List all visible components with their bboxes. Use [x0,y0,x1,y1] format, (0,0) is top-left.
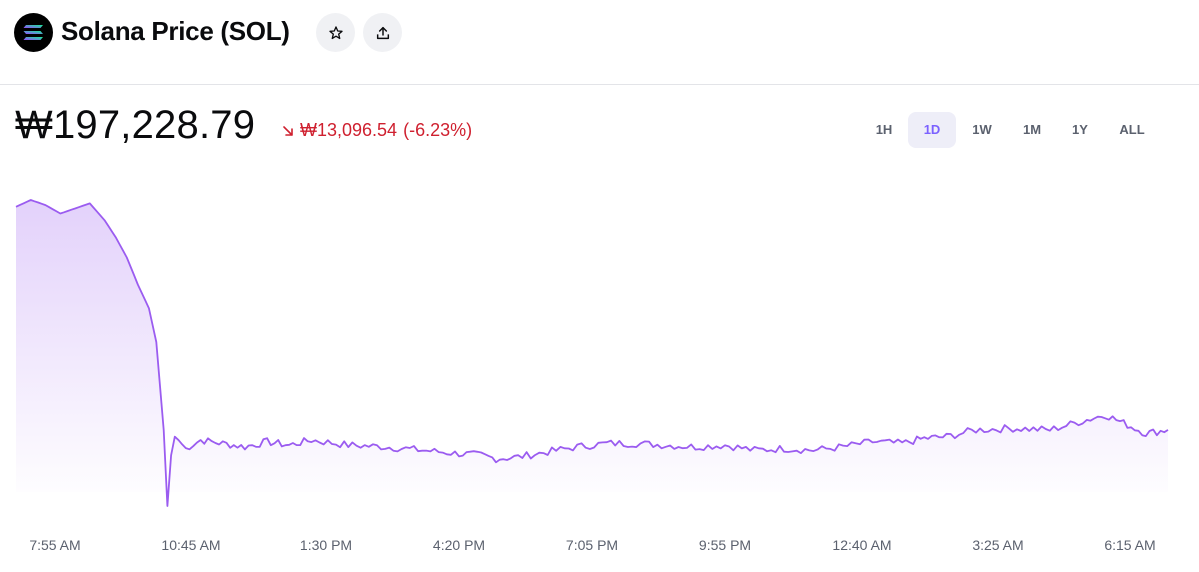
page-header: Solana Price (SOL) [0,0,1199,85]
x-axis-tick-label: 7:55 AM [29,537,81,553]
range-1d[interactable]: 1D [908,112,956,148]
range-1y[interactable]: 1Y [1072,122,1088,137]
price-change-amount: ₩13,096.54 [300,120,398,140]
favorite-button[interactable] [316,13,355,52]
star-icon [328,25,343,39]
range-1m[interactable]: 1M [1022,122,1042,137]
range-1w[interactable]: 1W [972,122,992,137]
x-axis-tick-label: 7:05 PM [565,537,619,553]
chart-area-fill [16,200,1168,506]
share-button[interactable] [363,13,402,52]
range-1h[interactable]: 1H [875,122,893,137]
price-change: ₩13,096.54 (-6.23%) [282,120,472,141]
x-axis-tick-label: 6:15 AM [1104,537,1156,553]
x-axis-tick-label: 4:20 PM [432,537,486,553]
x-axis-tick-label: 3:25 AM [972,537,1024,553]
x-axis-tick-label: 12:40 AM [832,537,892,553]
x-axis-tick-label: 10:45 AM [161,537,221,553]
x-axis-labels: 7:55 AM 10:45 AM 1:30 PM 4:20 PM 7:05 PM 9:55… [0,537,1199,557]
price-chart[interactable] [0,180,1199,510]
current-price: ₩197,228.79 [15,103,256,147]
x-axis-tick-label: 9:55 PM [698,537,752,553]
page-title: Solana Price (SOL) [61,16,290,46]
range-all[interactable]: ALL [1119,122,1145,137]
time-range-selector: 1H 1D 1W 1M 1Y ALL [860,112,1160,148]
chart-price-line [15,199,1169,507]
arrow-down-right-icon [283,125,293,136]
x-axis-tick-label: 1:30 PM [299,537,353,553]
solana-logo-icon [14,13,53,52]
price-change-percent: (-6.23%) [403,120,473,140]
share-icon [376,26,389,39]
